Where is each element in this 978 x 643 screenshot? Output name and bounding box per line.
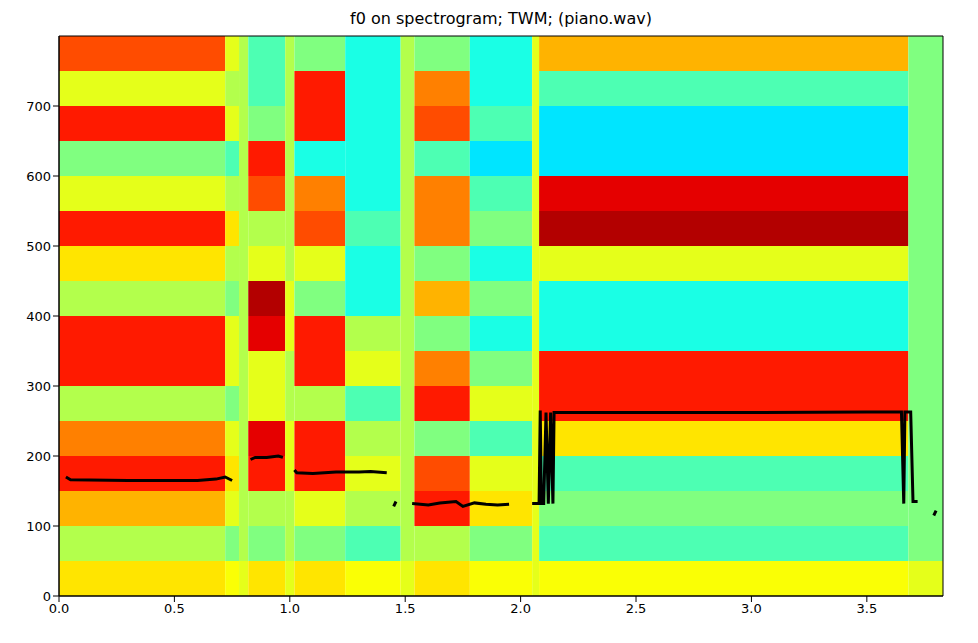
svg-text:2.0: 2.0	[510, 601, 531, 616]
svg-text:200: 200	[26, 449, 51, 464]
svg-text:300: 300	[26, 379, 51, 394]
svg-text:3.5: 3.5	[856, 601, 877, 616]
svg-text:700: 700	[26, 99, 51, 114]
svg-text:1.5: 1.5	[395, 601, 416, 616]
svg-text:0: 0	[43, 589, 51, 604]
svg-text:500: 500	[26, 239, 51, 254]
svg-text:1.0: 1.0	[279, 601, 300, 616]
svg-text:600: 600	[26, 169, 51, 184]
svg-text:0.0: 0.0	[49, 601, 70, 616]
svg-text:400: 400	[26, 309, 51, 324]
svg-text:3.0: 3.0	[741, 601, 762, 616]
svg-text:2.5: 2.5	[626, 601, 647, 616]
html-text:f0 on spectrogram; TWM; (piano: f0 on spectrogram; TWM; (piano.wav)	[350, 9, 652, 28]
svg-text:100: 100	[26, 519, 51, 534]
svg-text:0.5: 0.5	[164, 601, 185, 616]
